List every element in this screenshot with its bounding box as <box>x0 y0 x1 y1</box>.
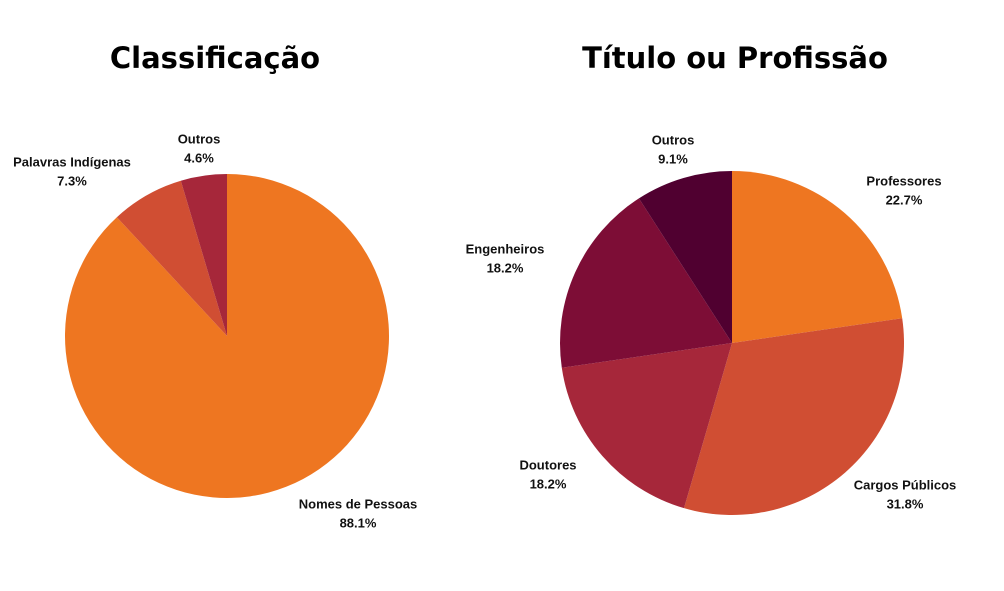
chart-title: Classificação <box>110 41 320 75</box>
pie-slice <box>116 180 227 336</box>
slice-label: Professores <box>866 173 941 188</box>
pie-slice <box>684 318 904 515</box>
slice-label: Palavras Indígenas <box>13 154 131 169</box>
pie-slice <box>560 198 732 368</box>
slice-label: Outros <box>178 131 221 146</box>
pie-slice <box>732 171 903 343</box>
pie-slice <box>180 174 227 336</box>
slice-value-label: 88.1% <box>340 515 377 530</box>
slice-value-label: 22.7% <box>886 192 923 207</box>
slice-label: Doutores <box>519 457 576 472</box>
slice-value-label: 18.2% <box>530 476 567 491</box>
slice-value-label: 9.1% <box>658 151 688 166</box>
pie-slice <box>65 174 390 498</box>
chart-title: Título ou Profissão <box>582 41 888 75</box>
slice-value-label: 18.2% <box>487 260 524 275</box>
slice-value-label: 31.8% <box>887 496 924 511</box>
slice-value-label: 7.3% <box>57 173 87 188</box>
slice-label: Cargos Públicos <box>854 477 957 492</box>
pie-slice <box>561 343 732 509</box>
pie-slice <box>638 171 732 343</box>
slice-label: Outros <box>652 132 695 147</box>
slice-label: Engenheiros <box>466 241 545 256</box>
slice-label: Nomes de Pessoas <box>299 496 418 511</box>
slice-value-label: 4.6% <box>184 150 214 165</box>
